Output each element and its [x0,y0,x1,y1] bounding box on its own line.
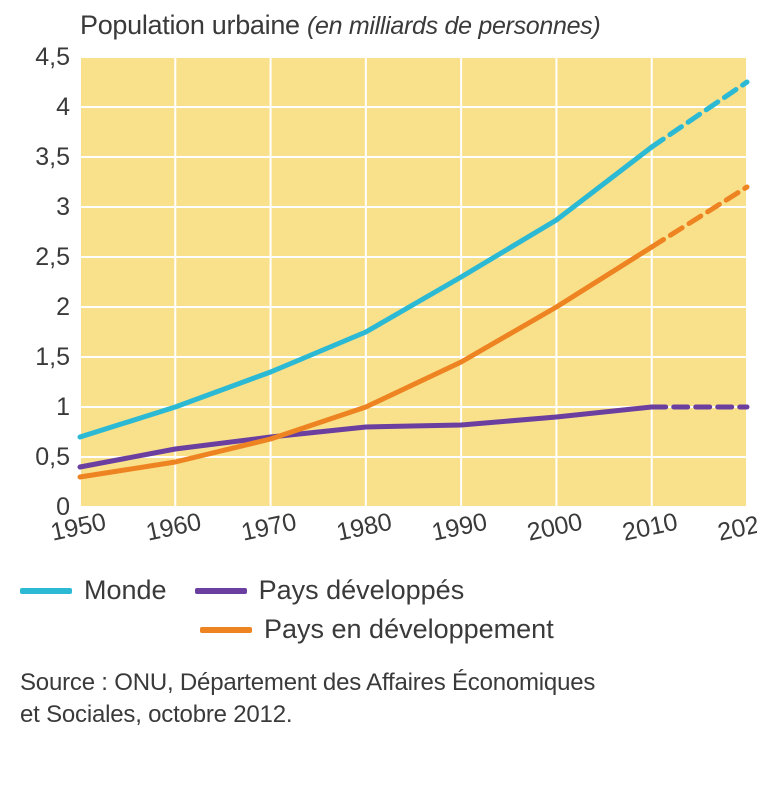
y-tick-label: 1,5 [35,343,70,371]
legend-item: Monde [20,575,167,606]
x-tick-label: 1960 [144,508,204,547]
x-tick-label: 1990 [429,508,489,547]
source-line: Source : ONU, Département des Affaires É… [20,667,757,699]
legend-swatch [200,627,252,633]
source-text: Source : ONU, Département des Affaires É… [20,667,757,732]
x-tick-label: 1980 [334,508,394,547]
legend: Monde Pays développés Pays en développem… [20,575,757,645]
plot-area [80,57,747,507]
chart-title: Population urbaine (en milliards de pers… [80,10,757,41]
title-main: Population urbaine [80,10,300,40]
line-chart: 00,511,522,533,544,519501960197019801990… [20,47,757,557]
y-tick-label: 1 [56,393,70,421]
y-tick-label: 4 [56,93,70,121]
x-tick-label: 2010 [620,508,680,547]
legend-swatch [195,588,247,594]
y-tick-label: 2 [56,293,70,321]
y-tick-label: 3,5 [35,143,70,171]
y-tick-label: 4,5 [35,47,70,71]
legend-label: Pays développés [259,575,465,606]
y-tick-label: 3 [56,193,70,221]
legend-label: Pays en développement [264,614,554,645]
legend-item: Pays développés [195,575,465,606]
x-tick-label: 2020 [715,508,757,547]
chart-container: Population urbaine (en milliards de pers… [20,10,757,732]
legend-swatch [20,588,72,594]
title-sub: (en milliards de personnes) [307,12,600,40]
source-line: et Sociales, octobre 2012. [20,699,757,731]
legend-label: Monde [84,575,167,606]
x-tick-label: 1970 [239,508,299,547]
y-tick-label: 0,5 [35,443,70,471]
legend-item: Pays en développement [200,614,554,645]
x-tick-label: 2000 [525,508,585,547]
y-tick-label: 2,5 [35,243,70,271]
